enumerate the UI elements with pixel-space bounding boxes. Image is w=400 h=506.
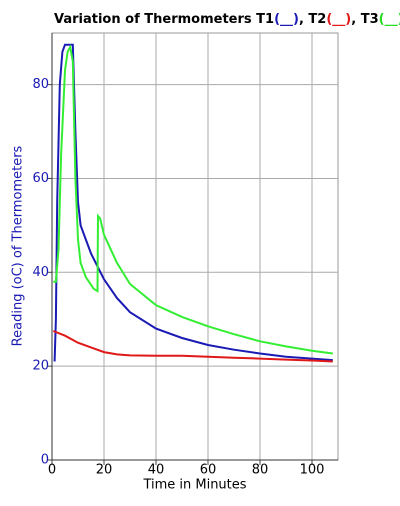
line-series	[52, 330, 333, 363]
x-tick-label: 80	[252, 463, 269, 478]
y-axis-label: Reading (oC) of Thermometers	[11, 145, 26, 346]
y-tick-label: 60	[32, 171, 49, 186]
y-tick-label: 40	[32, 265, 49, 280]
title-part: Variation of Thermometers T1	[54, 12, 274, 27]
x-tick-label: 40	[148, 463, 165, 478]
title-part: (__)	[379, 12, 400, 27]
x-tick-label: 0	[48, 463, 56, 478]
x-tick-label: 100	[300, 463, 325, 478]
x-tick-label: 60	[200, 463, 217, 478]
title-part: (__)	[274, 12, 299, 27]
line-series	[53, 43, 333, 362]
plot-frame	[51, 32, 339, 461]
chart-title: Variation of Thermometers T1(__), T2(__)…	[54, 12, 400, 27]
title-part: , T2	[299, 12, 326, 27]
y-tick-label: 0	[41, 453, 49, 468]
title-part: , T3	[351, 12, 378, 27]
title-part: (__)	[326, 12, 351, 27]
x-tick-label: 20	[96, 463, 113, 478]
x-axis-label: Time in Minutes	[142, 478, 246, 493]
line-series	[53, 44, 333, 355]
y-tick-label: 80	[32, 77, 49, 92]
y-tick-label: 20	[32, 359, 49, 374]
